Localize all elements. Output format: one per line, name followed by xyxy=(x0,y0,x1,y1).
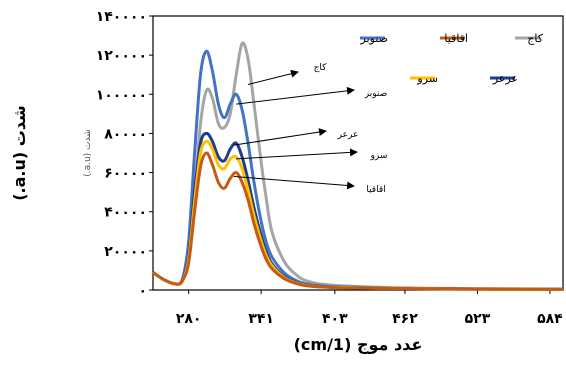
x-tick-label: ۴۶۲ xyxy=(392,311,418,327)
x-tick-label: ۴۰۳ xyxy=(322,311,348,327)
y-tick-label: ۲۰۰۰۰ xyxy=(104,244,147,260)
x-axis-title: عدد موج (1/cm) xyxy=(294,335,423,354)
y-tick-label: ۰ xyxy=(138,283,147,299)
y-tick-label: ۱۴۰۰۰۰ xyxy=(96,9,147,25)
y-axis-ticks: ۰ ۲۰۰۰۰ ۴۰۰۰۰ ۶۰۰۰۰ ۸۰۰۰۰ ۱۰۰۰۰۰ ۱۲۰۰۰۰ ۱۴۰۰۰۰ xyxy=(96,9,153,299)
series-group xyxy=(152,41,564,291)
annotation-arrow xyxy=(233,128,327,146)
annotation-label: صنوبر xyxy=(364,89,387,99)
legend-label: اقاقیا xyxy=(444,32,468,45)
y-tick-label: ۱۰۰۰۰۰ xyxy=(96,87,147,103)
y-tick-label: ۴۰۰۰۰ xyxy=(104,205,147,221)
series-line xyxy=(152,151,564,291)
annotation-arrow xyxy=(247,69,299,85)
annotation-label: سرو xyxy=(370,151,388,161)
annotation-arrow xyxy=(233,175,355,190)
legend: کاج اقاقیا صنوبر عرعر سرو xyxy=(360,32,544,85)
annotation-label: اقاقیا xyxy=(366,185,385,195)
legend-label: صنوبر xyxy=(360,32,388,45)
y-tick-label: ۸۰۰۰۰ xyxy=(104,126,147,142)
legend-label: عرعر xyxy=(492,72,518,85)
annotations-group: کاج صنوبر عرعر سرو اقاقیا xyxy=(233,63,388,195)
legend-label: سرو xyxy=(416,72,438,85)
annotation-label: عرعر xyxy=(337,130,359,140)
x-tick-label: ۵۸۴ xyxy=(537,311,563,327)
x-tick-label: ۳۴۱ xyxy=(248,311,274,327)
inner-y-axis-title: شدت (a.u.) xyxy=(83,129,93,177)
y-tick-label: ۱۲۰۰۰۰ xyxy=(96,48,147,64)
plot-area xyxy=(152,15,564,291)
x-axis-ticks: ۲۸۰ ۳۴۱ ۴۰۳ ۴۶۲ ۵۲۳ ۵۸۴ xyxy=(176,290,563,327)
y-tick-label: ۶۰۰۰۰ xyxy=(104,166,147,182)
annotation-arrow xyxy=(236,148,358,160)
annotation-label: کاج xyxy=(314,63,328,73)
x-tick-label: ۲۸۰ xyxy=(176,311,202,327)
x-tick-label: ۵۲۳ xyxy=(465,311,491,327)
y-axis-title: شدت (a.u.) xyxy=(10,105,29,201)
legend-label: کاج xyxy=(527,32,543,45)
annotation-arrow xyxy=(236,86,355,105)
